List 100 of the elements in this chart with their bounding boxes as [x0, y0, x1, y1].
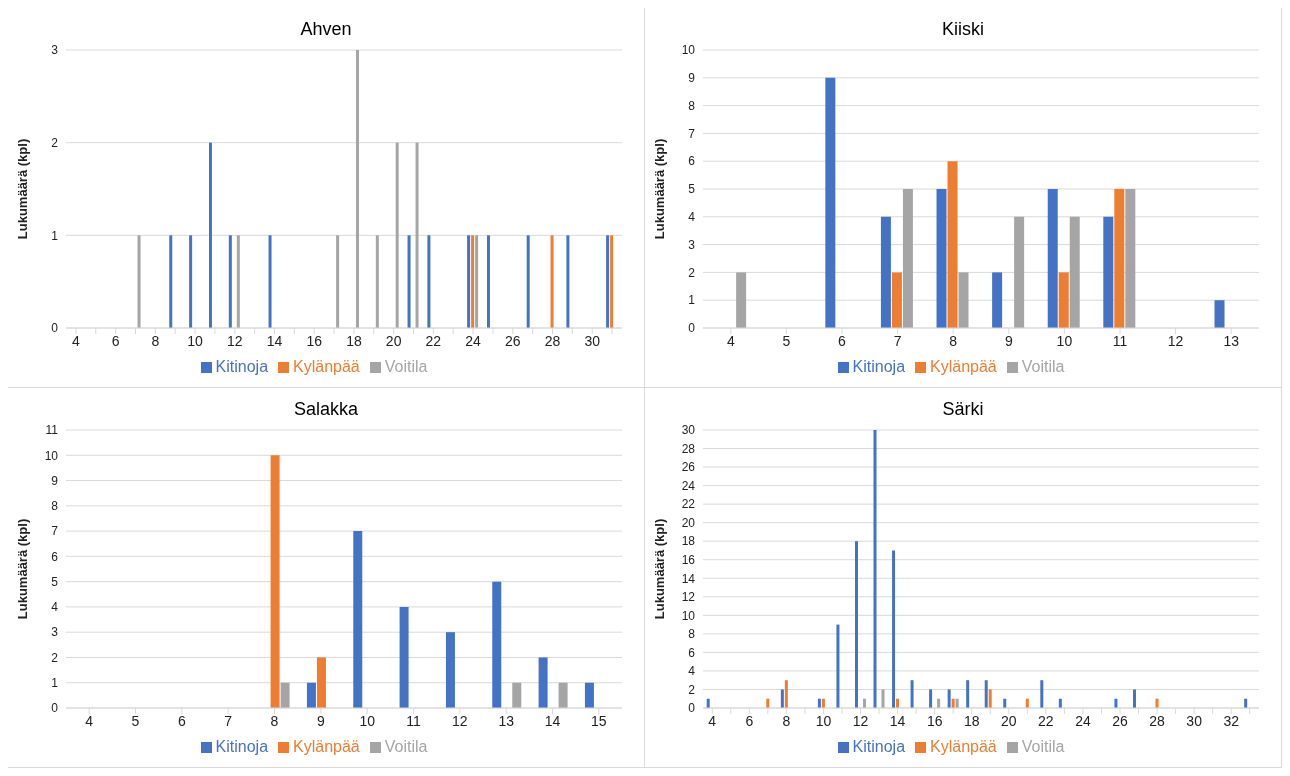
x-tick-label: 14: [544, 712, 561, 729]
bar: [399, 606, 409, 708]
x-tick-label: 20: [1001, 712, 1017, 729]
x-tick-label: 12: [452, 712, 468, 729]
bar: [169, 235, 173, 328]
y-tick-label: 18: [681, 534, 696, 549]
bar: [825, 77, 836, 328]
bar: [873, 430, 877, 708]
bar: [854, 541, 858, 708]
bar: [236, 235, 240, 328]
x-tick-label: 10: [187, 332, 204, 349]
y-tick-label: 7: [51, 524, 59, 539]
x-tick-label: 20: [385, 332, 402, 349]
x-tick-label: 10: [359, 712, 376, 729]
y-tick-label: 2: [51, 135, 59, 150]
bar: [280, 682, 290, 708]
x-tick-label: 4: [72, 332, 81, 349]
y-tick-label: 7: [688, 126, 696, 141]
y-tick-label: 22: [681, 497, 696, 512]
y-tick-label: 10: [681, 43, 696, 58]
x-tick-label: 4: [708, 712, 717, 729]
y-tick-label: 10: [44, 448, 59, 463]
bar: [353, 531, 363, 708]
x-tick-label: 13: [1223, 332, 1240, 349]
x-tick-label: 13: [498, 712, 515, 729]
x-tick-label: 7: [893, 332, 902, 349]
y-tick-label: 9: [51, 473, 59, 488]
y-tick-label: 9: [688, 71, 696, 86]
y-tick-label: 5: [688, 182, 696, 197]
bar: [208, 142, 212, 328]
x-tick-label: 18: [963, 712, 980, 729]
bar: [966, 680, 970, 708]
bar: [1132, 689, 1136, 708]
y-tick-label: 1: [688, 293, 696, 308]
legend-label: Kitinoja: [215, 358, 269, 375]
bar: [306, 682, 316, 708]
bar: [992, 272, 1003, 328]
y-tick-label: 11: [45, 423, 59, 438]
legend-label: Kylänpää: [930, 738, 997, 755]
bar: [407, 235, 411, 328]
bar: [189, 235, 193, 328]
bar: [610, 235, 614, 328]
bar: [881, 689, 885, 708]
y-tick-label: 8: [51, 499, 59, 514]
bar: [316, 657, 326, 708]
x-tick-label: 12: [227, 332, 243, 349]
bar: [902, 189, 913, 328]
y-axis-title: Lukumäärä (kpl): [651, 138, 667, 240]
bar: [584, 682, 594, 708]
x-tick-label: 6: [745, 712, 754, 729]
x-tick-label: 14: [266, 332, 283, 349]
x-tick-label: 11: [406, 712, 421, 729]
bar: [1069, 216, 1080, 328]
y-tick-label: 3: [688, 237, 696, 252]
y-tick-label: 20: [681, 515, 696, 530]
bar: [427, 235, 431, 328]
legend-label: Kylänpää: [930, 358, 997, 375]
y-tick-label: 0: [51, 701, 59, 716]
bar: [1125, 189, 1136, 328]
x-tick-label: 10: [815, 712, 832, 729]
x-tick-label: 32: [1223, 712, 1240, 729]
x-tick-label: 9: [316, 712, 325, 729]
y-tick-label: 4: [688, 664, 696, 679]
x-tick-label: 18: [346, 332, 362, 349]
x-tick-label: 12: [1167, 332, 1184, 349]
y-tick-label: 2: [688, 265, 696, 280]
legend-label: Kitinoja: [215, 738, 269, 755]
x-tick-label: 24: [1075, 712, 1091, 729]
x-tick-label: 15: [591, 712, 607, 729]
x-tick-label: 26: [1112, 712, 1128, 729]
x-tick-label: 4: [726, 332, 735, 349]
bar: [538, 657, 548, 708]
bar: [736, 272, 747, 328]
y-tick-label: 2: [51, 650, 59, 665]
x-tick-label: 8: [151, 332, 160, 349]
bar: [606, 235, 610, 328]
y-tick-label: 24: [681, 478, 696, 493]
x-tick-label: 30: [584, 332, 601, 349]
bar: [375, 235, 379, 328]
bar: [137, 235, 141, 328]
bar: [836, 624, 840, 708]
y-tick-label: 4: [51, 600, 59, 615]
y-tick-label: 14: [681, 571, 696, 586]
y-tick-label: 6: [688, 645, 696, 660]
x-tick-label: 12: [852, 712, 869, 729]
chart-title: Ahven: [299, 18, 353, 41]
bar: [929, 689, 933, 708]
x-tick-label: 14: [889, 712, 906, 729]
bar: [336, 235, 340, 328]
x-tick-label: 6: [177, 712, 186, 729]
y-tick-label: 3: [51, 625, 59, 640]
bar: [270, 455, 280, 708]
bar: [947, 161, 958, 328]
bar: [880, 216, 891, 328]
bar: [1058, 272, 1069, 328]
y-tick-label: 16: [681, 552, 696, 567]
x-tick-label: 16: [926, 712, 943, 729]
bar: [984, 680, 988, 708]
y-tick-label: 30: [681, 423, 696, 438]
bar: [445, 632, 455, 708]
